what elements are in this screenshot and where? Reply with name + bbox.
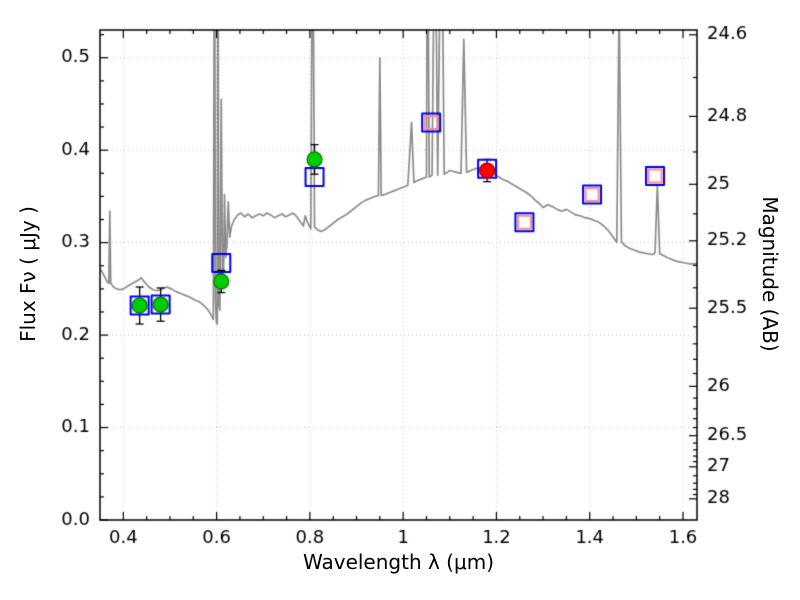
sed-plot-figure: Wavelength λ (μm) Flux Fν ( μJy ) Magnit…: [0, 0, 800, 600]
chart-canvas: [0, 0, 800, 600]
